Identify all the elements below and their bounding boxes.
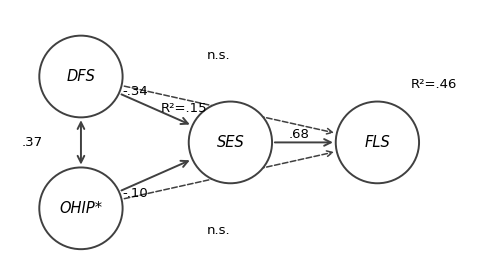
Text: R²=.15: R²=.15: [160, 102, 207, 115]
Ellipse shape: [336, 102, 419, 183]
Text: -.10: -.10: [122, 187, 148, 200]
Text: OHIP*: OHIP*: [60, 201, 102, 216]
Text: -.34: -.34: [122, 84, 148, 97]
Text: DFS: DFS: [66, 69, 96, 84]
Text: FLS: FLS: [364, 135, 390, 150]
Text: .37: .37: [22, 136, 42, 149]
Text: SES: SES: [216, 135, 244, 150]
Text: .68: .68: [288, 128, 310, 141]
Text: n.s.: n.s.: [206, 224, 230, 237]
Text: R²=.46: R²=.46: [410, 78, 457, 91]
Ellipse shape: [189, 102, 272, 183]
Text: n.s.: n.s.: [206, 49, 230, 62]
Ellipse shape: [40, 36, 122, 117]
Ellipse shape: [40, 167, 122, 249]
